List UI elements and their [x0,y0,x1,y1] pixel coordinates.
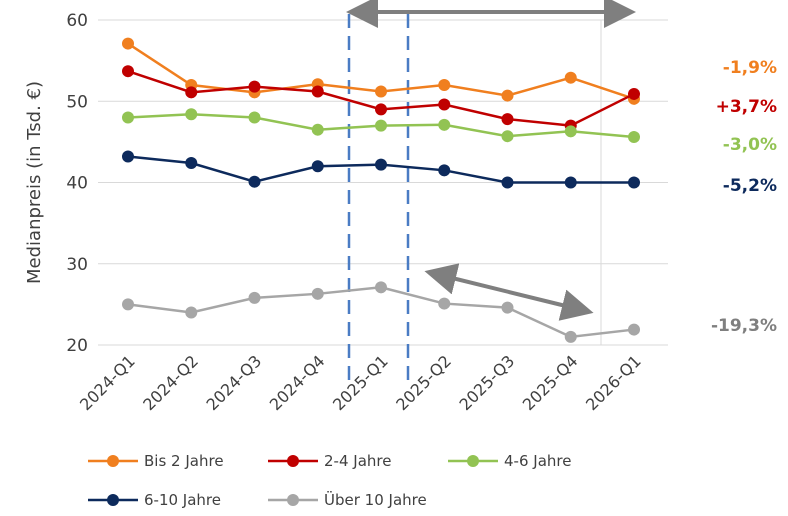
data-point [185,306,198,319]
x-tick-label: 2026-Q1 [582,351,645,414]
trend-arrow [424,263,594,321]
legend-marker [287,455,299,467]
data-point [248,80,261,93]
x-tick-label: 2025-Q1 [329,351,392,414]
x-tick-label: 2024-Q3 [202,351,265,414]
x-tick-label: 2024-Q4 [266,351,329,414]
y-tick-label: 60 [66,11,88,31]
series-line [127,70,635,127]
legend-marker [107,455,119,467]
series-line [127,286,635,339]
data-point [438,79,451,91]
y-tick-label: 20 [66,336,88,356]
legend-marker [467,455,479,467]
change-label: -19,3% [711,316,777,336]
data-point [438,164,451,177]
data-point [185,157,198,169]
data-point [375,119,387,132]
x-tick-label: 2025-Q4 [519,351,582,414]
data-point [564,125,577,138]
data-point [501,89,514,102]
data-point [501,301,514,314]
legend-label: Über 10 Jahre [324,490,427,509]
y-tick-label: 30 [66,255,88,275]
data-point [628,87,640,100]
change-label: -3,0% [723,135,777,155]
data-point [122,298,134,311]
data-point [628,323,640,336]
y-tick-label: 40 [66,174,88,194]
data-point [311,123,324,136]
data-point [628,131,640,143]
data-point [122,37,134,50]
legend-marker [287,494,299,506]
data-point [311,160,324,173]
data-point [501,130,514,143]
y-axis-label: Medianpreis (in Tsd. €) [24,81,45,284]
x-tick-label: 2025-Q2 [392,351,455,414]
data-point [311,85,324,98]
data-point [628,176,640,189]
data-point [311,287,324,300]
data-point [501,113,514,126]
y-tick-label: 50 [66,92,88,112]
legend-marker [107,494,119,506]
legend-label: 2-4 Jahre [324,452,391,470]
data-point [564,330,577,343]
data-point [185,108,198,121]
data-point [375,103,387,116]
legend-label: Bis 2 Jahre [144,452,224,470]
data-point [438,98,451,111]
data-point [248,175,261,188]
x-tick-label: 2024-Q1 [76,351,139,414]
x-tick-label: 2024-Q2 [139,351,202,414]
data-point [248,291,261,304]
data-point [248,111,261,124]
x-tick-label: 2025-Q3 [455,351,518,414]
data-point [122,150,134,163]
data-point [564,176,577,189]
legend-label: 4-6 Jahre [504,452,571,470]
change-label: -1,9% [723,58,777,78]
data-point [375,85,387,98]
legend-label: 6-10 Jahre [144,491,221,509]
data-point [438,118,451,131]
data-point [375,281,387,294]
data-point [185,86,198,99]
data-point [438,297,451,310]
data-point [122,65,134,78]
data-point [501,176,514,189]
change-label: -5,2% [723,176,777,196]
change-label: +3,7% [716,97,777,117]
data-point [375,158,387,171]
data-point [122,111,134,124]
data-point [564,71,577,84]
